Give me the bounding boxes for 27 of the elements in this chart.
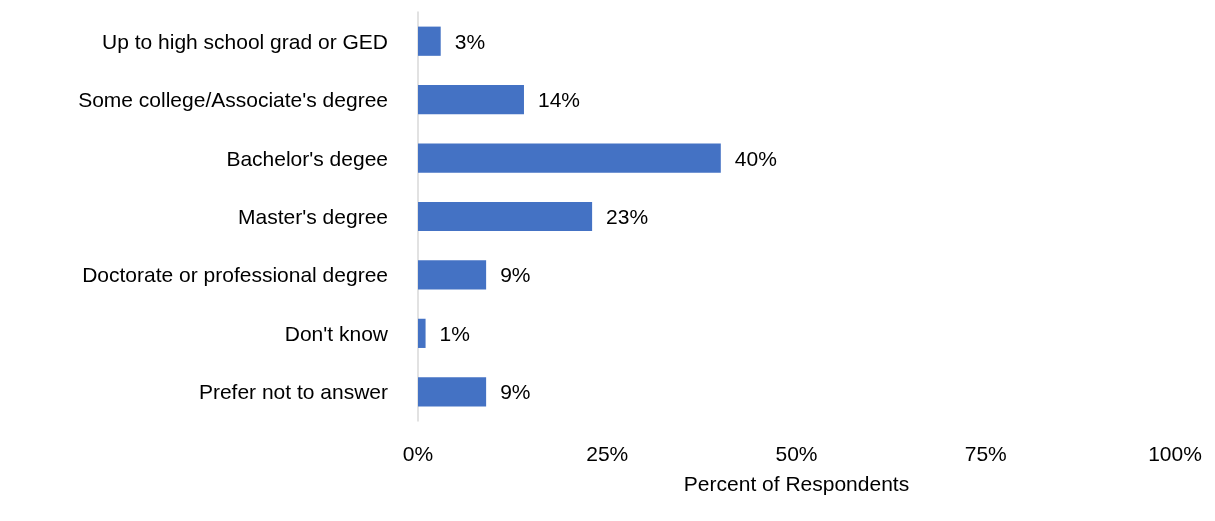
x-tick-label: 100% [1148,442,1202,465]
bar [418,26,441,56]
bar [418,260,487,290]
y-tick-label: Doctorate or professional degree [82,263,388,287]
y-tick-label: Don't know [284,321,389,345]
x-tick-label: 75% [964,442,1007,465]
y-tick-label: Bachelor's degee [226,146,388,170]
data-label: 3% [454,29,486,53]
bar [418,201,593,232]
y-tick-label: Up to high school grad or GED [102,29,388,53]
x-axis-title: Percent of Respondents [683,472,910,495]
data-label: 9% [500,263,531,287]
bar [418,318,426,348]
y-tick-label: Master's degree [238,205,388,228]
y-tick-label: Some college/Associate's degree [78,88,388,112]
data-label: 14% [537,88,581,112]
x-tick-label: 25% [586,442,629,465]
bar [418,143,721,173]
data-label: 40% [734,146,777,170]
data-label: 23% [606,205,649,228]
bar [418,85,524,115]
x-tick-label: 0% [402,442,434,465]
bar [418,377,487,407]
x-tick-label: 50% [775,442,818,465]
data-label: 1% [439,321,470,345]
y-tick-label: Prefer not to answer [198,380,389,404]
data-label: 9% [500,380,531,404]
